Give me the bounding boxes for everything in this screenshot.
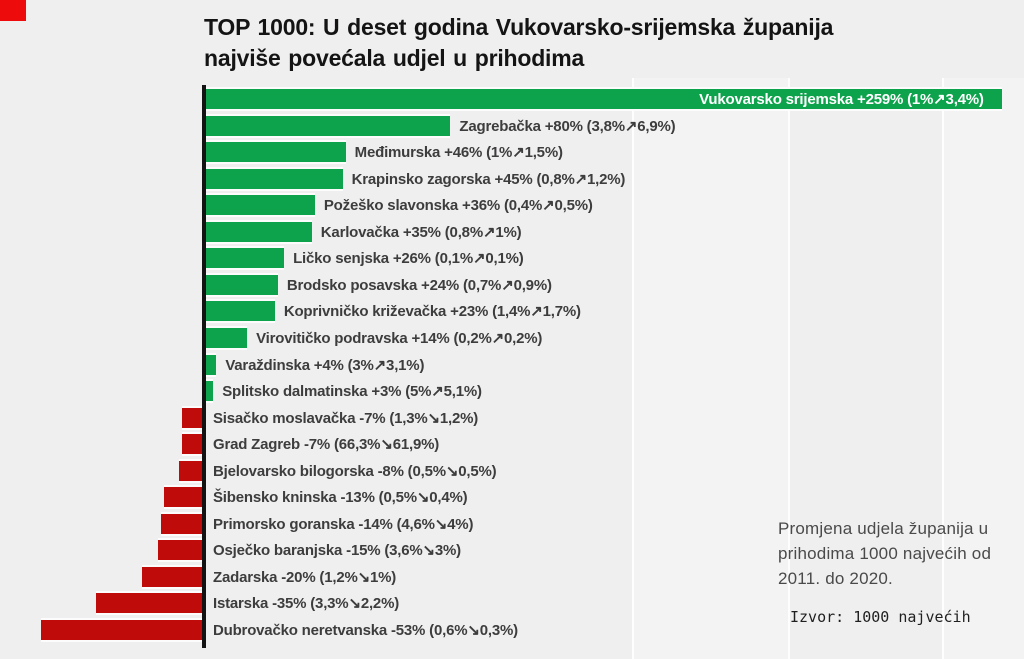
bar-value-label: Zadarska -20% (1,2%↘1%): [213, 568, 397, 586]
positive-bar: [204, 166, 343, 191]
brand-square: [0, 0, 26, 21]
background-band: [632, 78, 788, 659]
chart-row: Splitsko dalmatinska +3% (5%↗5,1%): [0, 378, 1024, 405]
positive-bar: [204, 219, 312, 244]
chart-row: Sisačko moslavačka -7% (1,3%↘1,2%): [0, 405, 1024, 432]
chart-row: Bjelovarsko bilogorska -8% (0,5%↘0,5%): [0, 458, 1024, 485]
chart-row: Vukovarsko srijemska +259% (1%↗3,4%): [0, 86, 1024, 113]
bar-value-label: Karlovačka +35% (0,8%↗1%): [320, 223, 522, 241]
chart-row: Zagrebačka +80% (3,8%↗6,9%): [0, 113, 1024, 140]
bar-value-label: Splitsko dalmatinska +3% (5%↗5,1%): [222, 383, 482, 401]
chart-title-line2: najviše povećala udjel u prihodima: [204, 45, 585, 71]
annotation-note: Promjena udjela županija u prihodima 100…: [778, 516, 991, 591]
annotation-line2: prihodima 1000 najvećih od: [778, 544, 992, 563]
positive-bar: [204, 352, 217, 377]
bar-value-label: Varaždinska +4% (3%↗3,1%): [225, 356, 425, 374]
chart-title: TOP 1000: U deset godina Vukovarsko-srij…: [204, 12, 1010, 74]
bar-value-label: Bjelovarsko bilogorska -8% (0,5%↘0,5%): [213, 462, 497, 480]
chart-title-line1: TOP 1000: U deset godina Vukovarsko-srij…: [204, 14, 834, 40]
positive-bar: [204, 246, 285, 271]
chart-row: Zadarska -20% (1,2%↘1%): [0, 564, 1024, 591]
bar-value-label: Istarska -35% (3,3%↘2,2%): [213, 595, 400, 613]
negative-bar: [160, 511, 204, 536]
bar-value-label: Požeško slavonska +36% (0,4%↗0,5%): [323, 197, 593, 215]
chart-row: Varaždinska +4% (3%↗3,1%): [0, 352, 1024, 379]
negative-bar: [182, 405, 204, 430]
positive-bar: [204, 379, 214, 404]
bar-value-label: Grad Zagreb -7% (66,3%↘61,9%): [213, 436, 440, 454]
annotation-line3: 2011. do 2020.: [778, 569, 893, 588]
negative-bar: [96, 591, 204, 616]
positive-bar: [204, 299, 275, 324]
negative-bar: [157, 538, 204, 563]
bar-value-label: Virovitičko podravska +14% (0,2%↗0,2%): [256, 329, 543, 347]
bar-value-label: Primorsko goranska -14% (4,6%↘4%): [213, 515, 474, 533]
positive-bar: [204, 193, 315, 218]
chart-row: Grad Zagreb -7% (66,3%↘61,9%): [0, 431, 1024, 458]
background-band: [942, 78, 1024, 659]
annotation-line1: Promjena udjela županija u: [778, 519, 989, 538]
negative-bar: [182, 432, 204, 457]
bar-value-label: Koprivničko križevačka +23% (1,4%↗1,7%): [283, 303, 581, 321]
vertical-gridline: [632, 78, 634, 659]
vertical-gridline: [788, 78, 790, 659]
chart-row: Dubrovačko neretvanska -53% (0,6%↘0,3%): [0, 617, 1024, 644]
positive-bar: [204, 272, 278, 297]
positive-bar: [204, 140, 346, 165]
bar-chart: Vukovarsko srijemska +259% (1%↗3,4%) Zagr…: [0, 86, 1024, 648]
chart-row: Brodsko posavska +24% (0,7%↗0,9%): [0, 272, 1024, 299]
source-credit: Izvor: 1000 najvećih: [790, 608, 971, 626]
bar-value-label: Zagrebačka +80% (3,8%↗6,9%): [459, 117, 676, 135]
chart-row: Istarska -35% (3,3%↘2,2%): [0, 590, 1024, 617]
negative-bar: [142, 564, 204, 589]
bar-value-label: Brodsko posavska +24% (0,7%↗0,9%): [286, 276, 552, 294]
value-axis-baseline: [202, 85, 206, 648]
chart-row: Požeško slavonska +36% (0,4%↗0,5%): [0, 192, 1024, 219]
bar-value-label: Vukovarsko srijemska +259% (1%↗3,4%): [699, 91, 984, 108]
bar-value-label: Dubrovačko neretvanska -53% (0,6%↘0,3%): [213, 622, 518, 639]
chart-row: Primorsko goranska -14% (4,6%↘4%): [0, 511, 1024, 538]
positive-bar: [204, 87, 1002, 111]
chart-row: Šibensko kninska -13% (0,5%↘0,4%): [0, 484, 1024, 511]
bar-value-label: Sisačko moslavačka -7% (1,3%↘1,2%): [213, 409, 479, 427]
bar-value-label: Osječko baranjska -15% (3,6%↘3%): [213, 542, 461, 560]
negative-bar: [40, 618, 204, 642]
bar-value-label: Ličko senjska +26% (0,1%↗0,1%): [293, 250, 524, 268]
chart-row: Koprivničko križevačka +23% (1,4%↗1,7%): [0, 298, 1024, 325]
positive-bar: [204, 113, 451, 138]
negative-bar: [163, 485, 204, 510]
negative-bar: [179, 458, 204, 483]
chart-row: Međimurska +46% (1%↗1,5%): [0, 139, 1024, 166]
vertical-gridline: [942, 78, 944, 659]
chart-row: Virovitičko podravska +14% (0,2%↗0,2%): [0, 325, 1024, 352]
chart-row: Osječko baranjska -15% (3,6%↘3%): [0, 537, 1024, 564]
positive-bar: [204, 325, 248, 350]
bar-value-label: Međimurska +46% (1%↗1,5%): [354, 144, 563, 162]
chart-row: Ličko senjska +26% (0,1%↗0,1%): [0, 245, 1024, 272]
chart-row: Krapinsko zagorska +45% (0,8%↗1,2%): [0, 166, 1024, 193]
chart-row: Karlovačka +35% (0,8%↗1%): [0, 219, 1024, 246]
bar-value-label: Krapinsko zagorska +45% (0,8%↗1,2%): [351, 170, 626, 188]
bar-value-label: Šibensko kninska -13% (0,5%↘0,4%): [213, 489, 468, 507]
